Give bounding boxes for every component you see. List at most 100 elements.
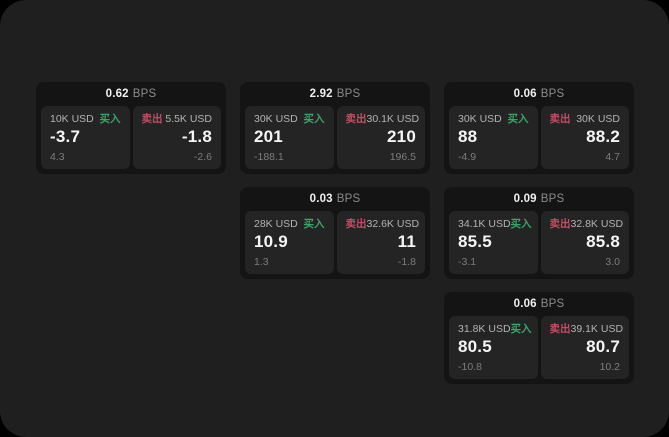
buy-price: 10.9 <box>254 232 288 251</box>
sell-price: 85.8 <box>586 232 620 251</box>
card-header: 2.92 BPS <box>240 82 430 106</box>
buy-delta: -3.1 <box>458 256 477 268</box>
sell-side-label: 卖出 <box>549 113 571 125</box>
sell-panel-top: 卖出 32.6K USD <box>345 218 420 230</box>
buy-panel[interactable]: 30K USD 买入 88 -4.9 <box>449 106 538 169</box>
buy-amount: 30K USD <box>254 113 298 125</box>
bps-value: 2.92 <box>309 88 333 100</box>
sell-delta: 196.5 <box>389 151 416 163</box>
buy-panel[interactable]: 28K USD 买入 10.9 1.3 <box>245 211 334 274</box>
sell-panel-top: 卖出 32.8K USD <box>549 218 624 230</box>
sell-panel[interactable]: 卖出 30.1K USD 210 196.5 <box>336 106 425 169</box>
buy-panel[interactable]: 10K USD 买入 -3.7 4.3 <box>41 106 130 169</box>
quote-card: 0.62 BPS 10K USD 买入 -3.7 4.3 卖出 5.5K USD… <box>36 82 226 174</box>
buy-panel[interactable]: 31.8K USD 买入 80.5 -10.8 <box>449 316 538 379</box>
sell-side-label: 卖出 <box>141 113 163 125</box>
buy-panel-top: 34.1K USD 买入 <box>458 218 532 230</box>
buy-delta: -10.8 <box>458 361 482 373</box>
sell-side-label: 卖出 <box>549 323 571 335</box>
bps-value: 0.09 <box>513 193 537 205</box>
sell-panel-top: 卖出 39.1K USD <box>549 323 624 335</box>
sell-amount: 32.6K USD <box>366 218 420 230</box>
buy-price: -3.7 <box>50 127 81 146</box>
card-header: 0.09 BPS <box>444 187 634 211</box>
buy-panel[interactable]: 34.1K USD 买入 85.5 -3.1 <box>449 211 538 274</box>
quote-card: 0.09 BPS 34.1K USD 买入 85.5 -3.1 卖出 32.8K… <box>444 187 634 279</box>
sell-amount: 30.1K USD <box>366 113 420 125</box>
card-body: 30K USD 买入 201 -188.1 卖出 30.1K USD 210 1… <box>240 106 430 169</box>
buy-amount: 34.1K USD <box>458 218 511 230</box>
sell-amount: 5.5K USD <box>165 113 212 125</box>
buy-amount: 10K USD <box>50 113 94 125</box>
buy-side-label: 买入 <box>510 323 532 335</box>
card-body: 31.8K USD 买入 80.5 -10.8 卖出 39.1K USD 80.… <box>444 316 634 379</box>
bps-unit-label: BPS <box>540 88 565 100</box>
bps-unit-label: BPS <box>540 298 565 310</box>
buy-side-label: 买入 <box>510 218 532 230</box>
bps-unit-label: BPS <box>336 193 361 205</box>
sell-panel-top: 卖出 30K USD <box>550 113 621 125</box>
card-header: 0.62 BPS <box>36 82 226 106</box>
bps-unit-label: BPS <box>336 88 361 100</box>
buy-side-label: 买入 <box>507 113 529 125</box>
quote-card: 0.06 BPS 31.8K USD 买入 80.5 -10.8 卖出 39.1… <box>444 292 634 384</box>
buy-side-label: 买入 <box>303 113 325 125</box>
buy-delta: 4.3 <box>50 151 65 163</box>
buy-panel-top: 31.8K USD 买入 <box>458 323 532 335</box>
sell-delta: 4.7 <box>605 151 620 163</box>
card-header: 0.06 BPS <box>444 82 634 106</box>
buy-amount: 30K USD <box>458 113 502 125</box>
buy-panel-top: 10K USD 买入 <box>50 113 121 125</box>
bps-value: 0.03 <box>309 193 333 205</box>
bps-value: 0.06 <box>513 298 537 310</box>
bps-value: 0.62 <box>105 88 129 100</box>
quote-card: 0.03 BPS 28K USD 买入 10.9 1.3 卖出 32.6K US… <box>240 187 430 279</box>
sell-amount: 39.1K USD <box>570 323 624 335</box>
bps-value: 0.06 <box>513 88 537 100</box>
sell-price: 11 <box>397 232 416 251</box>
buy-panel-top: 30K USD 买入 <box>458 113 529 125</box>
buy-panel-top: 28K USD 买入 <box>254 218 325 230</box>
sell-delta: 3.0 <box>605 256 620 268</box>
buy-delta: 1.3 <box>254 256 269 268</box>
card-header: 0.03 BPS <box>240 187 430 211</box>
sell-amount: 30K USD <box>576 113 620 125</box>
bps-unit-label: BPS <box>540 193 565 205</box>
quote-card: 0.06 BPS 30K USD 买入 88 -4.9 卖出 30K USD 8… <box>444 82 634 174</box>
buy-delta: -4.9 <box>458 151 477 163</box>
buy-side-label: 买入 <box>303 218 325 230</box>
sell-panel[interactable]: 卖出 5.5K USD -1.8 -2.6 <box>132 106 221 169</box>
buy-panel[interactable]: 30K USD 买入 201 -188.1 <box>245 106 334 169</box>
buy-price: 85.5 <box>458 232 492 251</box>
sell-delta: -1.8 <box>397 256 416 268</box>
buy-panel-top: 30K USD 买入 <box>254 113 325 125</box>
bps-unit-label: BPS <box>132 88 157 100</box>
sell-panel[interactable]: 卖出 32.8K USD 85.8 3.0 <box>540 211 629 274</box>
sell-panel-top: 卖出 5.5K USD <box>142 113 213 125</box>
buy-side-label: 买入 <box>99 113 121 125</box>
sell-amount: 32.8K USD <box>570 218 624 230</box>
sell-delta: 10.2 <box>599 361 620 373</box>
buy-price: 88 <box>458 127 478 146</box>
sell-side-label: 卖出 <box>345 218 367 230</box>
sell-side-label: 卖出 <box>345 113 367 125</box>
sell-panel[interactable]: 卖出 39.1K USD 80.7 10.2 <box>540 316 629 379</box>
buy-price: 80.5 <box>458 337 492 356</box>
card-body: 30K USD 买入 88 -4.9 卖出 30K USD 88.2 4.7 <box>444 106 634 169</box>
sell-side-label: 卖出 <box>549 218 571 230</box>
sell-price: 80.7 <box>586 337 620 356</box>
buy-amount: 31.8K USD <box>458 323 511 335</box>
buy-amount: 28K USD <box>254 218 298 230</box>
sell-price: -1.8 <box>181 127 212 146</box>
buy-delta: -188.1 <box>254 151 284 163</box>
quote-card: 2.92 BPS 30K USD 买入 201 -188.1 卖出 30.1K … <box>240 82 430 174</box>
sell-delta: -2.6 <box>193 151 212 163</box>
sell-panel[interactable]: 卖出 32.6K USD 11 -1.8 <box>336 211 425 274</box>
sell-panel[interactable]: 卖出 30K USD 88.2 4.7 <box>540 106 629 169</box>
sell-panel-top: 卖出 30.1K USD <box>345 113 420 125</box>
buy-price: 201 <box>254 127 283 146</box>
card-header: 0.06 BPS <box>444 292 634 316</box>
card-body: 34.1K USD 买入 85.5 -3.1 卖出 32.8K USD 85.8… <box>444 211 634 274</box>
card-body: 10K USD 买入 -3.7 4.3 卖出 5.5K USD -1.8 -2.… <box>36 106 226 169</box>
